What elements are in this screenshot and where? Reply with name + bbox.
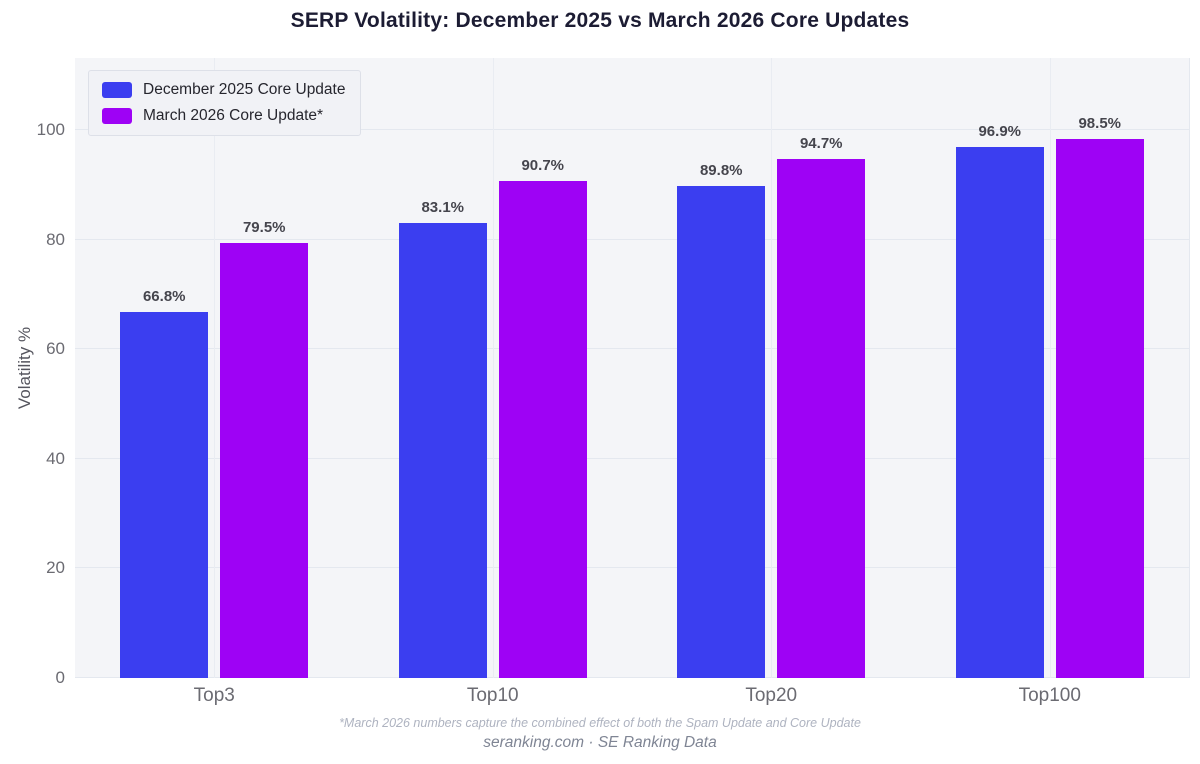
bar-column: 98.5% [1055,114,1144,678]
bar-value-label: 98.5% [1078,114,1122,132]
bar-column: 89.8% [677,162,766,678]
bar [398,222,487,678]
bar [955,147,1044,678]
gridline-horizontal [75,129,1189,131]
gridline-horizontal [75,567,1189,569]
bar-value-label: 90.7% [521,157,565,175]
gridline-vertical [492,58,494,678]
gridline-vertical [771,58,773,678]
y-tick-label: 20 [46,558,65,578]
chart-title: SERP Volatility: December 2025 vs March … [290,9,910,32]
gridline-horizontal [75,457,1189,459]
bar-value-label: 89.8% [699,162,743,180]
y-tick-label: 40 [46,448,65,468]
bar [220,242,309,678]
bar [677,186,766,678]
gridline-horizontal [75,677,1189,678]
bar-column: 90.7% [498,157,587,678]
bar-group: 89.8% 94.7% [677,58,866,678]
bar-group: 66.8% 79.5% [120,58,309,678]
bar-value-label: 79.5% [242,218,286,236]
bar-value-label: 83.1% [421,198,465,216]
bar-value-label: 94.7% [799,135,843,153]
gridline-horizontal [75,348,1189,350]
y-tick-label: 60 [46,339,65,359]
legend-swatch [102,108,132,124]
bar-group: 96.9% 98.5% [955,58,1144,678]
bar-group: 83.1% 90.7% [398,58,587,678]
gridline-vertical [214,58,216,678]
legend-item: December 2025 Core Update [102,81,345,99]
gridline-vertical [1049,58,1051,678]
legend: December 2025 Core Update March 2026 Core… [88,70,362,136]
legend-item: March 2026 Core Update* [102,107,345,125]
bar-column: 66.8% [120,288,209,678]
y-tick-label: 80 [46,229,65,249]
legend-swatch [102,82,132,98]
bar-column: 79.5% [220,218,309,678]
bar [777,159,866,678]
bar [120,312,209,678]
legend-label: December 2025 Core Update [143,81,346,98]
bar-value-label: 96.9% [978,123,1022,141]
footnote: *March 2026 numbers capture the combined… [339,716,861,730]
bar-column: 94.7% [777,135,866,678]
bar [498,181,587,678]
bar-column: 83.1% [398,198,487,678]
legend-label: March 2026 Core Update* [143,107,324,124]
x-tick-label: Top3 [193,685,235,706]
x-tick-label: Top100 [1018,685,1081,706]
x-tick-label: Top10 [466,685,519,706]
source-line: seranking.com · SE Ranking Data [483,734,717,751]
bar-column: 96.9% [955,123,1044,678]
bar [1055,138,1144,678]
gridline-horizontal [75,238,1189,240]
plot-area: December 2025 Core Update March 2026 Core… [37,58,1190,706]
y-axis-label: Volatility % [15,326,34,410]
x-tick-label: Top20 [745,685,798,706]
y-tick-label: 100 [36,120,65,140]
bar-value-label: 66.8% [142,288,186,306]
y-tick-label: 0 [55,668,65,687]
